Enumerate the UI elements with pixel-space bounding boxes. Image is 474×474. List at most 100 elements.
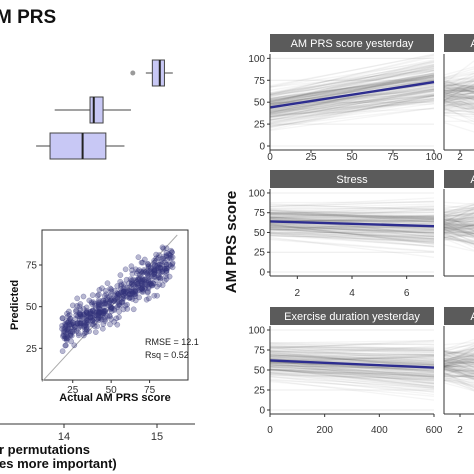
facet-perm-line <box>269 360 435 378</box>
facet-perm-line <box>269 356 435 366</box>
facet-perm-line <box>269 232 435 243</box>
facet-perm-line <box>269 108 435 116</box>
facet-perm-line <box>443 92 474 108</box>
box-body <box>151 59 165 87</box>
scatter-point <box>97 309 103 316</box>
facet-perm-line <box>269 64 435 97</box>
facet-perm-line <box>443 95 474 99</box>
facet-perm-line <box>443 96 474 107</box>
facet-perm-line <box>269 367 435 389</box>
facet-perm-line <box>443 112 474 116</box>
scatter-point <box>143 296 150 303</box>
facet-perm-line <box>443 96 474 100</box>
facet-perm-line <box>443 350 474 360</box>
facet-perm-line <box>443 234 474 243</box>
scatter-point <box>132 288 139 295</box>
facet-perm-line <box>443 80 474 88</box>
facet-perm-line <box>269 361 435 372</box>
facet-perm-line <box>269 90 435 102</box>
scatter-point <box>132 297 139 304</box>
scatter-point <box>154 292 160 299</box>
scatter-point <box>158 256 165 262</box>
facet-perm-line <box>269 353 435 361</box>
scatter-y-tick-label: 50 <box>26 302 38 313</box>
facet-perm-line <box>269 216 435 223</box>
facet-perm-line <box>443 365 474 372</box>
facet-perm-line <box>269 72 435 102</box>
facet-perm-line <box>443 226 474 233</box>
facet-perm-line <box>269 77 435 101</box>
facet-perm-line <box>443 233 474 239</box>
facet-perm-line <box>269 340 435 344</box>
facet-perm-line <box>443 347 474 357</box>
facet-perm-line <box>269 80 435 105</box>
facet-perm-line <box>443 224 474 230</box>
facet-perm-line <box>269 227 435 240</box>
facet-perm-line <box>269 374 435 388</box>
facet-perm-line <box>443 213 474 232</box>
facet-perm-line <box>269 225 435 234</box>
facet-perm-line <box>443 93 474 99</box>
facet-perm-line <box>443 348 474 362</box>
facet-perm-line <box>443 354 474 364</box>
facet-perm-line <box>269 347 435 353</box>
facet-perm-line <box>443 84 474 93</box>
facet-y-tick-label: 25 <box>254 120 266 131</box>
facet-perm-line <box>269 65 435 108</box>
facet-perm-line <box>269 99 435 123</box>
facet-perm-line <box>443 236 474 245</box>
facet-perm-line <box>269 369 435 382</box>
facet-y-tick-label: 0 <box>259 142 265 153</box>
facet-x-tick-label: 600 <box>426 425 443 436</box>
facet-perm-line <box>269 70 435 97</box>
scatter-point <box>147 266 154 272</box>
facet-perm-line <box>269 374 435 381</box>
facet-perm-line <box>269 347 435 352</box>
facet-perm-line <box>443 226 474 233</box>
facet-perm-line <box>443 373 474 386</box>
facet-perm-line <box>269 210 435 214</box>
facet-perm-line <box>443 112 474 115</box>
facet-perm-line <box>269 94 435 115</box>
facet-perm-line <box>443 349 474 355</box>
facet-perm-line <box>443 371 474 391</box>
facet-perm-line <box>443 359 474 366</box>
facet-perm-line <box>443 376 474 387</box>
facet-perm-line <box>443 86 474 94</box>
facet-perm-line <box>269 200 435 208</box>
facet-perm-line <box>443 87 474 90</box>
facet-perm-line <box>443 95 474 99</box>
facet-perm-line <box>269 222 435 238</box>
scatter-point <box>97 302 104 309</box>
facet-perm-line <box>443 345 474 356</box>
facet-perm-line <box>443 379 474 390</box>
facet-perm-line <box>443 224 474 232</box>
facet-perm-line <box>443 73 474 80</box>
facet-perm-line <box>269 224 435 234</box>
facet-perm-line <box>443 89 474 94</box>
facet-perm-line <box>269 94 435 131</box>
facet-perm-line <box>269 231 435 240</box>
facet-perm-line <box>443 97 474 107</box>
facet-strip <box>444 307 474 325</box>
facet-perm-line <box>269 99 435 118</box>
facet-perm-line <box>269 80 435 102</box>
facet-perm-line <box>443 355 474 367</box>
scatter-point <box>63 335 70 342</box>
facet-perm-line <box>443 229 474 239</box>
scatter-point <box>150 280 156 287</box>
facet-perm-line <box>443 379 474 388</box>
facet-perm-line <box>443 96 474 103</box>
facet-perm-line <box>269 65 435 94</box>
facet-perm-line <box>269 210 435 223</box>
scatter-point <box>104 280 111 287</box>
scatter-point <box>151 270 157 277</box>
facet-perm-line <box>269 366 435 384</box>
facet-perm-line <box>443 106 474 110</box>
facet-perm-line <box>269 81 435 120</box>
facet-x-tick-label: 75 <box>387 152 399 163</box>
facet-perm-line <box>443 92 474 100</box>
scatter-point <box>77 311 83 318</box>
scatter-point <box>156 252 162 258</box>
facet-perm-line <box>443 354 474 363</box>
